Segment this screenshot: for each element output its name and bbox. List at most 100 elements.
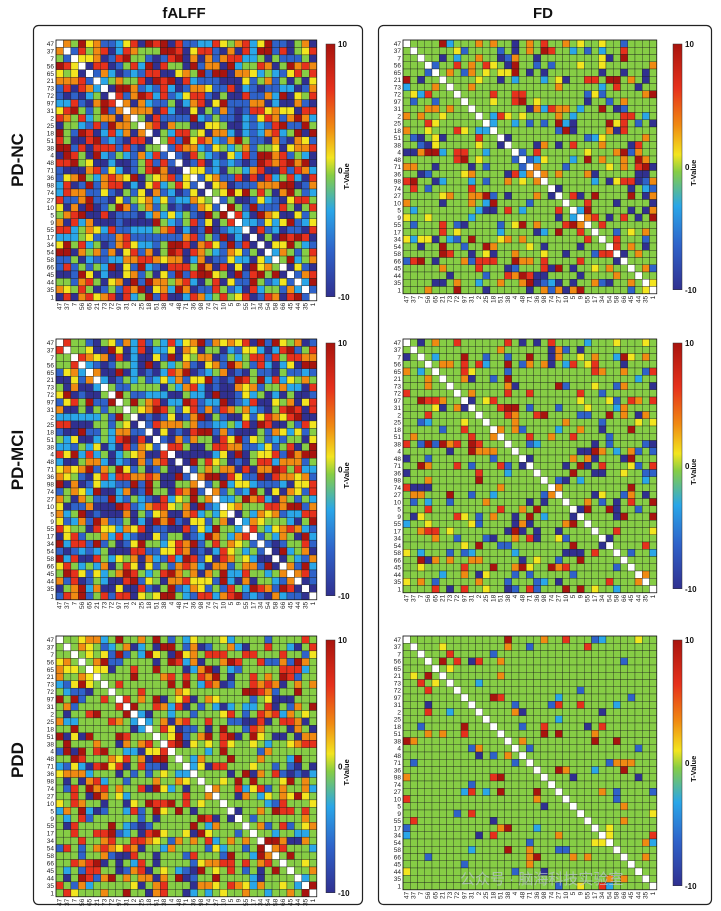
heatmap-cell (256, 293, 265, 301)
heatmap-cell (439, 199, 447, 207)
heatmap-cell (460, 271, 469, 280)
heatmap-cell (424, 134, 433, 142)
heatmap-cell (234, 39, 243, 48)
heatmap-cell (286, 278, 295, 287)
heatmap-cell (286, 211, 295, 219)
heatmap-cell (78, 121, 86, 130)
heatmap-cell (439, 462, 447, 470)
heatmap-cell (489, 228, 498, 236)
heatmap-cell (518, 367, 527, 376)
heatmap-cell (482, 286, 491, 294)
heatmap-cell (489, 549, 498, 557)
heatmap-cell (591, 264, 599, 273)
heatmap-cell (533, 411, 541, 419)
heatmap-cell (279, 525, 288, 533)
heatmap-cell (249, 196, 258, 205)
heatmap-cell (511, 286, 520, 294)
heatmap-cell (70, 539, 79, 548)
heatmap-cell (160, 188, 168, 197)
heatmap-cell (410, 271, 418, 280)
heatmap-cell (234, 376, 243, 384)
heatmap-cell (160, 361, 168, 369)
heatmap-cell (497, 250, 505, 258)
heatmap-cell (489, 83, 498, 91)
heatmap-cell (439, 520, 447, 528)
heatmap-cell (70, 577, 79, 586)
heatmap-cell (301, 248, 310, 257)
heatmap-cell (518, 382, 527, 390)
heatmap-cell (497, 527, 505, 535)
heatmap-cell (627, 491, 636, 499)
heatmap-cell (264, 376, 273, 384)
heatmap-cell (562, 541, 570, 550)
heatmap-cell (122, 278, 131, 287)
heatmap-cell (309, 368, 317, 377)
heatmap-cell (115, 240, 124, 249)
heatmap-cell (402, 148, 411, 157)
heatmap-cell (584, 97, 592, 106)
heatmap-cell (634, 163, 643, 171)
heatmap-cell (555, 97, 563, 106)
heatmap-cell (511, 250, 520, 258)
heatmap-cell (197, 77, 206, 85)
heatmap-cell (511, 382, 520, 390)
heatmap-cell (219, 218, 228, 227)
heatmap-cell (212, 361, 221, 369)
column-tick-label: 58 (614, 295, 621, 303)
heatmap-cell (256, 91, 265, 100)
heatmap-cell (115, 458, 124, 466)
heatmap-cell (446, 126, 454, 135)
heatmap-cell (301, 240, 310, 249)
heatmap-cell (100, 136, 109, 145)
heatmap-cell (249, 472, 258, 481)
heatmap-cell (446, 375, 454, 383)
heatmap-cell (446, 389, 454, 398)
heatmap-cell (256, 285, 265, 294)
heatmap-cell (197, 121, 206, 130)
heatmap-cell (504, 235, 512, 244)
heatmap-cell (63, 233, 72, 242)
column-tick-label: 18 (146, 302, 153, 310)
heatmap-cell (475, 483, 483, 492)
heatmap-cell (242, 435, 250, 444)
heatmap-cell (152, 233, 161, 242)
heatmap-cell (249, 136, 258, 145)
heatmap-cell (63, 255, 72, 264)
heatmap-cell (167, 144, 176, 152)
heatmap-cell (453, 61, 462, 70)
heatmap-cell (279, 240, 288, 249)
heatmap-cell (547, 556, 556, 564)
heatmap-cell (100, 562, 109, 571)
heatmap-cell (256, 413, 265, 422)
heatmap-cell (547, 476, 556, 485)
heatmap-cell (613, 411, 621, 419)
heatmap-cell (504, 454, 512, 463)
heatmap-cell (562, 119, 570, 128)
heatmap-cell (562, 483, 570, 492)
heatmap-cell (424, 498, 433, 506)
heatmap-cell (242, 361, 250, 369)
heatmap-cell (122, 428, 131, 437)
heatmap-cell (453, 396, 462, 405)
heatmap-cell (93, 592, 101, 600)
heatmap-cell (137, 584, 146, 593)
heatmap-cell (591, 177, 599, 186)
heatmap-cell (256, 346, 265, 355)
heatmap-cell (489, 148, 498, 157)
heatmap-cell (271, 270, 280, 279)
heatmap-cell (410, 462, 418, 470)
heatmap-cell (271, 547, 280, 556)
heatmap-cell (526, 112, 534, 120)
heatmap-cell (649, 505, 657, 514)
heatmap-cell (562, 148, 570, 157)
heatmap-cell (468, 68, 476, 77)
heatmap-cell (569, 411, 578, 419)
heatmap-cell (576, 148, 585, 157)
heatmap-cell (309, 435, 317, 444)
heatmap-cell (526, 476, 534, 485)
heatmap-cell (219, 428, 228, 437)
heatmap-cell (204, 346, 213, 355)
heatmap-cell (540, 346, 549, 354)
heatmap-cell (55, 346, 64, 355)
heatmap-cell (294, 532, 303, 541)
